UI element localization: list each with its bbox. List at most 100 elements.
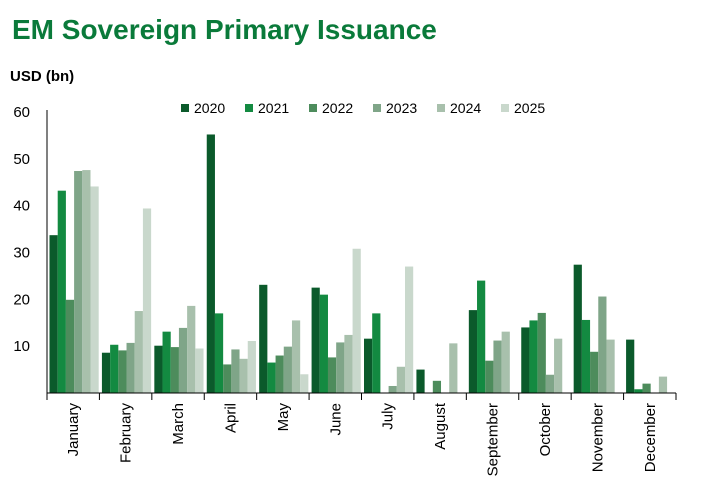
legend-swatch <box>245 104 253 112</box>
x-ticks: January February March April May June July Augu… <box>65 402 659 476</box>
bar-2020-october <box>521 327 530 393</box>
bar-2024-april <box>239 358 248 393</box>
bar-2020-december <box>626 339 635 393</box>
bar-2021-april <box>214 313 224 393</box>
legend-item-2025: 2025 <box>501 100 545 116</box>
bar-2022-june <box>327 357 337 393</box>
bar-2020-april <box>206 134 215 394</box>
bar-2021-march <box>162 331 171 393</box>
x-tick-label: April <box>223 403 240 433</box>
bar-2020-september <box>468 310 478 393</box>
y-tick-label: 60 <box>13 104 30 121</box>
x-tick-label: October <box>537 403 554 456</box>
legend-label: 2022 <box>322 100 353 116</box>
legend-item-2023: 2023 <box>373 100 417 116</box>
bar-2025-june <box>352 248 361 393</box>
bar-2020-january <box>49 235 58 393</box>
bar-2024-march <box>187 305 196 393</box>
legend-item-2022: 2022 <box>309 100 353 116</box>
bar-2022-november <box>590 351 599 393</box>
y-tick-label: 50 <box>13 151 30 168</box>
x-tick-label: September <box>485 403 502 476</box>
legend-item-2020: 2020 <box>181 100 225 116</box>
bar-2022-august <box>432 380 442 393</box>
bar-2024-september <box>501 331 510 393</box>
y-tick-label: 10 <box>13 338 30 355</box>
chart-title: EM Sovereign Primary Issuance <box>12 14 437 45</box>
bar-2023-april <box>231 349 240 393</box>
legend-swatch <box>373 104 381 112</box>
bar-2020-june <box>311 287 320 394</box>
bar-2025-january <box>90 186 99 393</box>
legend-item-2021: 2021 <box>245 100 289 116</box>
bar-2021-june <box>319 294 328 393</box>
bar-2020-august <box>416 369 425 393</box>
bars-group <box>49 134 668 394</box>
x-tick-label: January <box>65 403 82 457</box>
bar-2022-december <box>642 383 651 393</box>
axes <box>46 110 677 400</box>
y-tick-label: 30 <box>13 245 30 262</box>
bar-2020-february <box>101 352 111 393</box>
legend: 2020 2021 2022 2023 2024 2025 <box>181 100 545 116</box>
x-tick-label: December <box>642 403 659 472</box>
bar-2021-january <box>57 190 66 393</box>
bar-2025-march <box>195 348 204 393</box>
bar-2023-july <box>388 385 397 393</box>
bar-2020-may <box>259 284 268 393</box>
legend-swatch <box>181 104 189 112</box>
bar-2024-july <box>396 366 405 393</box>
x-tick-label: May <box>275 403 292 432</box>
bar-2022-january <box>65 299 75 393</box>
bar-2024-february <box>134 311 143 393</box>
bar-2023-september <box>493 340 502 393</box>
bar-2023-may <box>283 346 292 393</box>
x-tick-label: July <box>380 403 397 430</box>
bar-2022-october <box>537 312 546 393</box>
bar-2021-september <box>477 280 486 393</box>
bar-2023-november <box>598 296 607 393</box>
bar-2023-march <box>178 327 188 393</box>
bar-2021-may <box>267 362 276 393</box>
bar-2024-january <box>82 170 91 393</box>
bar-2021-december <box>634 389 643 393</box>
x-tick-label: August <box>432 402 449 450</box>
bar-2025-february <box>142 208 152 393</box>
y-tick-label: 40 <box>13 198 30 215</box>
bar-2022-april <box>223 364 232 393</box>
bar-2022-march <box>170 347 179 393</box>
bar-2021-july <box>372 313 381 393</box>
x-tick-label: March <box>170 403 187 445</box>
bar-2024-june <box>344 334 353 393</box>
bar-2020-july <box>364 338 373 393</box>
bar-2024-december <box>658 376 668 393</box>
bar-2021-february <box>110 344 119 393</box>
bar-2020-november <box>573 264 582 393</box>
legend-swatch <box>309 104 317 112</box>
y-tick-label: 20 <box>13 291 30 308</box>
legend-label: 2023 <box>386 100 417 116</box>
bar-2024-november <box>606 339 615 393</box>
bar-2024-may <box>291 320 301 393</box>
legend-label: 2025 <box>514 100 545 116</box>
bar-2023-june <box>336 342 345 393</box>
bar-2024-october <box>554 338 563 393</box>
legend-label: 2024 <box>450 100 481 116</box>
bar-2022-may <box>275 355 284 393</box>
legend-label: 2020 <box>194 100 225 116</box>
y-axis-label: USD (bn) <box>10 68 75 85</box>
legend-swatch <box>437 104 445 112</box>
bar-2023-october <box>545 374 555 393</box>
bar-2021-october <box>529 320 538 393</box>
y-ticks: 10 20 30 40 50 60 <box>13 104 30 355</box>
x-tick-label: February <box>118 403 135 464</box>
bar-2022-september <box>485 360 494 393</box>
bar-2025-july <box>405 266 414 393</box>
bar-2023-february <box>126 342 135 393</box>
legend-label: 2021 <box>258 100 289 116</box>
bar-2025-may <box>300 374 309 393</box>
x-tick-label: June <box>327 403 344 436</box>
bar-2023-january <box>74 171 83 393</box>
bar-2024-august <box>449 343 458 393</box>
